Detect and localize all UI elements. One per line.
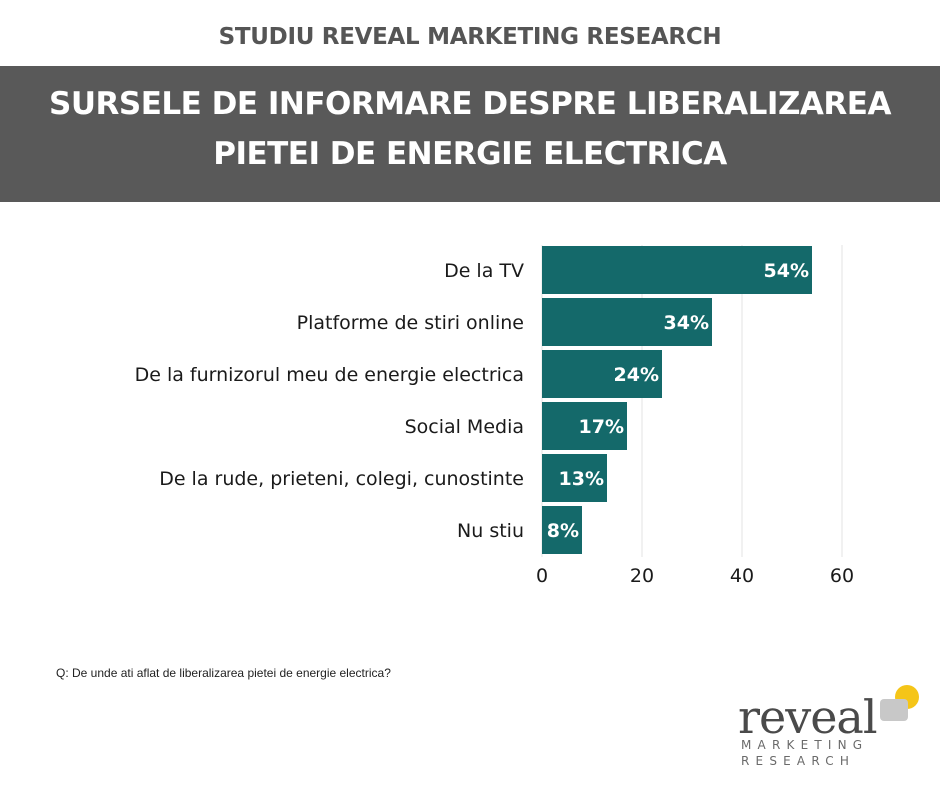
x-tick-label: 40 <box>730 565 754 587</box>
data-label: 17% <box>579 416 624 438</box>
bar <box>542 402 627 450</box>
data-label: 8% <box>547 520 579 542</box>
x-tick-label: 60 <box>830 565 854 587</box>
category-label: De la rude, prieteni, colegi, cunostinte <box>159 468 524 490</box>
survey-question: Q: De unde ati aflat de liberalizarea pi… <box>56 666 391 680</box>
bar <box>542 298 712 346</box>
category-label: Social Media <box>405 416 524 438</box>
chart-title-line-2: PIETEI DE ENERGIE ELECTRICA <box>213 136 727 172</box>
category-label: De la TV <box>444 260 524 282</box>
category-label: De la furnizorul meu de energie electric… <box>135 364 524 386</box>
data-label: 34% <box>664 312 709 334</box>
data-label: 54% <box>764 260 809 282</box>
chart-title-line-1: SURSELE DE INFORMARE DESPRE LIBERALIZARE… <box>49 86 891 122</box>
reveal-logo: reveal MARKETING RESEARCH <box>730 680 930 780</box>
x-tick-label: 0 <box>536 565 548 587</box>
category-label: Nu stiu <box>457 520 524 542</box>
logo-subtitle-1: MARKETING <box>741 738 869 752</box>
bar <box>542 506 582 554</box>
bar <box>542 246 812 294</box>
logo-subtitle-2: RESEARCH <box>741 754 856 768</box>
category-label: Platforme de stiri online <box>297 312 524 334</box>
supertitle: STUDIU REVEAL MARKETING RESEARCH <box>218 24 722 50</box>
data-label: 24% <box>614 364 659 386</box>
bar-chart: De la TV 54% Platforme de stiri online 34% D… <box>135 245 854 587</box>
title-band: SURSELE DE INFORMARE DESPRE LIBERALIZARE… <box>0 66 940 202</box>
logo-mark-icon <box>880 685 919 721</box>
logo-wordmark: reveal <box>738 690 878 744</box>
bar <box>542 454 607 502</box>
x-tick-label: 20 <box>630 565 654 587</box>
bar <box>542 350 662 398</box>
data-label: 13% <box>559 468 604 490</box>
